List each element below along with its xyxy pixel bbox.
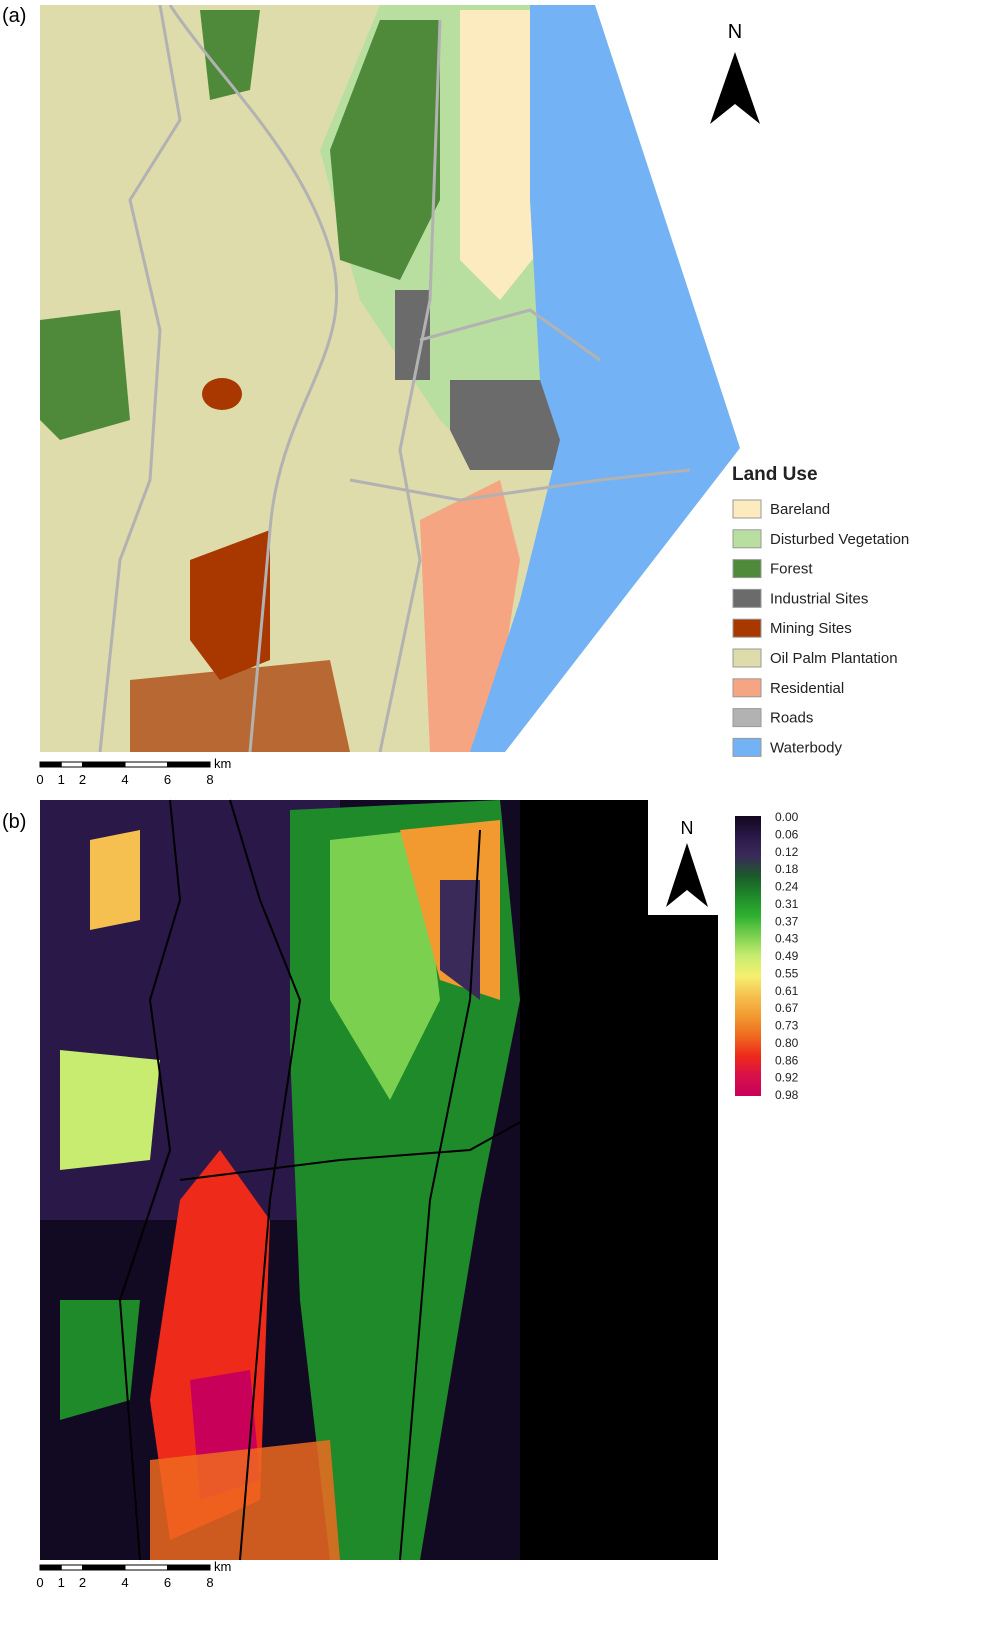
scale-label: 1 [58,1575,65,1590]
north-arrow [735,52,760,124]
scale-label: 8 [206,772,213,787]
scale-segment [167,1564,211,1571]
scale-segment [124,761,168,768]
legend-swatch [732,529,762,549]
scale-segment [39,761,62,768]
legend-label: Industrial Sites [770,590,868,607]
legend-swatch [732,499,762,519]
index-map [40,799,718,1561]
colorbar-label: 0.98 [775,1088,799,1102]
legend-label: Disturbed Vegetation [770,531,909,548]
legend-swatch [732,708,762,728]
scale-segment [82,761,126,768]
scale-segment [167,761,211,768]
legend-swatch [732,618,762,638]
scale-label: 0 [36,772,43,787]
colorbar-label: 0.55 [775,966,799,980]
legend-label: Bareland [770,501,830,518]
colorbar-label: 0.92 [775,1071,799,1085]
land-use-map [40,5,740,752]
scale-label: 4 [121,772,128,787]
colorbar-label: 0.31 [775,897,799,911]
colorbar-label: 0.73 [775,1019,799,1033]
colorbar-label: 0.24 [775,880,799,894]
colorbar-label: 0.37 [775,914,799,928]
legend-title: Land Use [732,464,818,485]
colorbar-label: 0.18 [775,862,799,876]
colorbar-label: 0.61 [775,984,799,998]
legend-swatch [732,588,762,608]
legend-label: Forest [770,561,813,578]
legend-swatch [732,559,762,579]
colorbar-label: 0.00 [775,810,799,824]
legend-swatch [732,678,762,698]
scale-segment [60,1564,83,1571]
panel-label: (a) [2,5,26,27]
north-label: N [728,21,742,43]
colorbar-label: 0.06 [775,827,799,841]
scale-label: 2 [79,772,86,787]
legend-label: Residential [770,680,844,697]
scale-label: 0 [36,1575,43,1590]
colorbar-label: 0.67 [775,1001,799,1015]
colorbar-label: 0.43 [775,932,799,946]
scale-label: 4 [121,1575,128,1590]
scale-segment [124,1564,168,1571]
scale-label: 8 [206,1575,213,1590]
colorbar-label: 0.12 [775,845,799,859]
scale-unit: km [214,1559,231,1574]
legend-label: Waterbody [770,739,842,756]
scale-label: 2 [79,1575,86,1590]
north-label: N [681,818,694,838]
panel-label: (b) [2,811,26,833]
scale-label: 6 [164,772,171,787]
scale-label: 6 [164,1575,171,1590]
colorbar [735,816,761,1096]
scale-label: 1 [58,772,65,787]
legend: Bareland Disturbed Vegetation Forest Indust… [732,499,909,757]
scale-segment [39,1564,62,1571]
colorbar-label: 0.49 [775,949,799,963]
legend-swatch [732,737,762,757]
scale-unit: km [214,756,231,771]
scale-segment [82,1564,126,1571]
north-arrow [666,843,687,907]
north-arrow [710,52,735,124]
legend-label: Oil Palm Plantation [770,650,898,667]
legend-swatch [732,648,762,668]
scale-segment [60,761,83,768]
legend-label: Mining Sites [770,620,852,637]
colorbar-label: 0.80 [775,1036,799,1050]
north-arrow [687,843,708,907]
colorbar-labels: 0.00 0.06 0.12 0.18 0.24 0.31 0.37 0.43 0.49 0.55… [775,810,799,1102]
legend-label: Roads [770,710,813,727]
colorbar-label: 0.86 [775,1053,799,1067]
